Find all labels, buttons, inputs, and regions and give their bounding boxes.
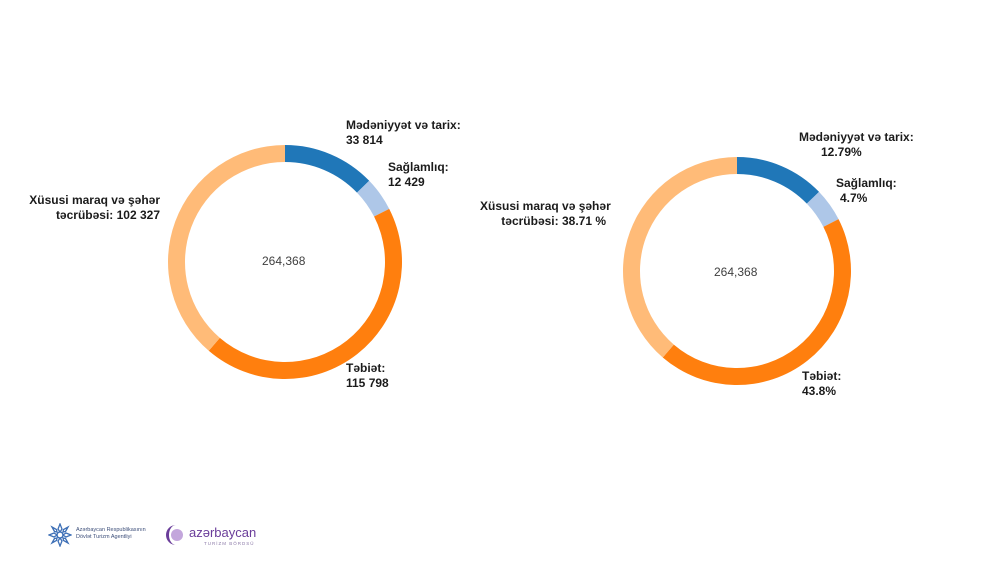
azerbaijan-tourism-logo-icon <box>166 525 183 545</box>
azerbaijan-tourism-logo-subtitle: TURİZM BÖRDSÜ <box>204 541 255 546</box>
tourism-agency-logo-text: Azərbaycan Respublikasının Dövlət Turizm… <box>76 527 146 540</box>
chart1-slice-sa-laml-q <box>356 180 390 217</box>
chart1-center-total: 264,368 <box>262 254 306 268</box>
chart1-label-health: Sağlamlıq: 12 429 <box>388 160 449 189</box>
chart2-label-health: Sağlamlıq: 4.7% <box>836 176 897 205</box>
azerbaijan-tourism-logo-name: azərbaycan <box>189 525 257 540</box>
chart2-label-culture: Mədəniyyət və tarix: 12.79% <box>799 130 914 159</box>
chart2-label-nature: Təbiət: 43.8% <box>802 369 842 398</box>
tourism-agency-logo-icon <box>48 523 72 547</box>
chart1-slice-m-d-niyy-t-v-tarix <box>285 145 370 193</box>
donut-chart-counts <box>168 145 402 379</box>
chart2-label-special: Xüsusi maraq və şəhər təcrübəsi: 38.71 % <box>480 199 611 228</box>
chart1-slice-x-susi-maraq-v-h-r-t-cr-b-si <box>168 145 285 351</box>
chart1-label-nature: Təbiət: 115 798 <box>346 361 389 390</box>
chart2-center-total: 264,368 <box>714 265 758 279</box>
chart2-slice-m-d-niyy-t-v-tarix <box>737 157 820 204</box>
chart2-slice-x-susi-maraq-v-h-r-t-cr-b-si <box>622 157 737 358</box>
chart1-label-special: Xüsusi maraq və şəhər təcrübəsi: 102 327 <box>29 193 160 222</box>
donut-chart-percentages <box>622 157 851 385</box>
chart1-label-culture: Mədəniyyət və tarix: 33 814 <box>346 118 461 147</box>
chart2-slice-sa-laml-q <box>806 191 839 227</box>
chart2-slice-t-bi-t <box>662 219 851 385</box>
chart1-slice-t-bi-t <box>208 208 402 379</box>
